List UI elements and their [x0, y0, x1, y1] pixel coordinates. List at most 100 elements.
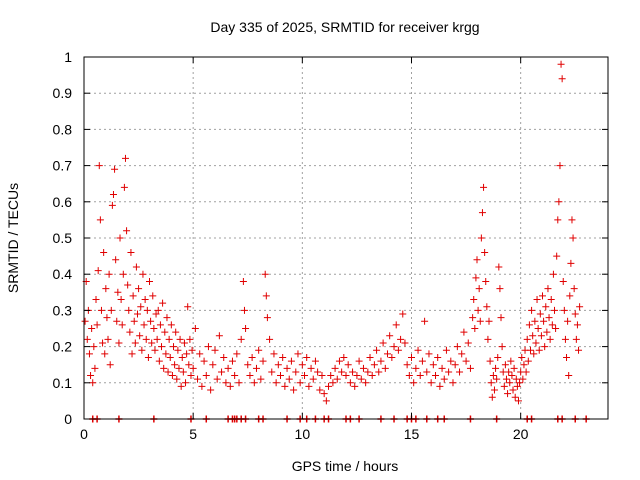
data-point	[187, 372, 195, 380]
data-point	[151, 346, 159, 354]
data-point	[287, 357, 295, 365]
data-point	[142, 335, 150, 343]
chart-title: Day 335 of 2025, SRMTID for receiver krg…	[210, 19, 479, 35]
data-point	[160, 364, 168, 372]
data-point	[529, 332, 537, 340]
data-point	[128, 350, 136, 358]
data-point	[511, 393, 519, 401]
y-tick-label: 0.1	[53, 375, 73, 391]
data-point	[488, 393, 496, 401]
y-tick-label: 0	[64, 411, 72, 427]
data-point	[355, 357, 363, 365]
data-point	[429, 361, 437, 369]
data-point	[177, 382, 185, 390]
data-point	[148, 339, 156, 347]
data-points	[81, 60, 584, 405]
data-point	[456, 368, 464, 376]
data-point	[524, 357, 532, 365]
data-point	[476, 317, 484, 325]
data-point	[103, 314, 111, 322]
data-point	[294, 350, 302, 358]
data-point	[504, 390, 512, 398]
data-point	[518, 353, 526, 361]
data-point	[349, 368, 357, 376]
data-point	[147, 317, 155, 325]
data-point	[135, 285, 143, 293]
data-point	[464, 339, 472, 347]
data-point	[473, 256, 481, 264]
data-point	[423, 368, 431, 376]
data-point	[440, 375, 448, 383]
data-point	[167, 321, 175, 329]
data-point	[83, 335, 91, 343]
y-tick-label: 0.2	[53, 339, 73, 355]
data-point	[118, 321, 126, 329]
data-point	[342, 372, 350, 380]
data-point	[561, 335, 569, 343]
data-point	[519, 375, 527, 383]
data-point	[165, 335, 173, 343]
data-point	[173, 375, 181, 383]
axis-ticks: 0 5 10 15 20 0 0.1 0.2 0.3 0.4 0.5 0.6 0.7 0.8 0.9 1	[53, 49, 608, 442]
data-point	[224, 364, 232, 372]
data-point	[539, 292, 546, 300]
data-point	[246, 372, 254, 380]
data-point	[484, 335, 492, 343]
data-point	[257, 375, 265, 383]
data-point	[477, 234, 485, 242]
data-point	[270, 350, 278, 358]
data-point	[182, 379, 190, 387]
y-tick-label: 0.3	[53, 302, 73, 318]
data-point	[383, 350, 391, 358]
data-point	[373, 346, 381, 354]
data-point	[146, 277, 153, 285]
data-point	[90, 343, 98, 351]
y-tick-label: 0.8	[53, 121, 73, 137]
data-point	[140, 321, 148, 329]
data-point	[242, 325, 250, 332]
data-point	[279, 353, 287, 361]
data-point	[478, 209, 486, 217]
data-point	[534, 325, 542, 332]
data-point	[96, 216, 104, 224]
data-point	[329, 379, 337, 387]
data-point	[112, 256, 120, 264]
data-point	[239, 277, 247, 285]
data-point	[516, 379, 524, 387]
data-point	[226, 382, 234, 390]
data-point	[162, 350, 170, 358]
data-point	[556, 162, 564, 170]
data-point	[567, 259, 575, 267]
data-point	[263, 314, 271, 322]
data-point	[531, 317, 539, 325]
data-point	[508, 372, 516, 380]
data-point	[451, 361, 459, 369]
data-point	[481, 248, 489, 256]
data-point	[196, 350, 204, 358]
data-point	[93, 321, 101, 329]
data-point	[211, 346, 219, 354]
data-point	[231, 372, 239, 380]
data-point	[501, 361, 509, 369]
data-point	[133, 310, 141, 318]
data-point	[497, 314, 505, 322]
data-point	[198, 382, 206, 390]
data-point	[500, 382, 508, 390]
data-point	[220, 353, 228, 361]
data-point	[414, 346, 422, 354]
data-point	[507, 357, 515, 365]
data-point	[166, 353, 174, 361]
data-point	[366, 353, 374, 361]
data-point	[235, 379, 243, 387]
data-point	[505, 368, 513, 376]
data-point	[512, 375, 520, 383]
y-axis-label: SRMTID / TECUs	[5, 183, 21, 293]
data-point	[108, 201, 116, 209]
data-point	[131, 339, 139, 347]
x-tick-label: 10	[295, 426, 311, 442]
data-point	[237, 335, 245, 343]
data-point	[418, 357, 426, 365]
data-point	[180, 339, 188, 347]
data-point	[564, 317, 572, 325]
data-point	[311, 357, 319, 365]
